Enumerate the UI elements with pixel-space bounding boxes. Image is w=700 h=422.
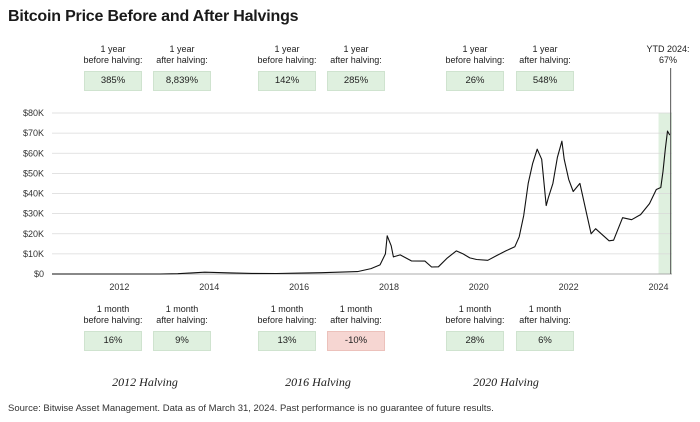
bottom-period: 1 month bbox=[270, 304, 304, 314]
x-tick-label: 2018 bbox=[379, 282, 399, 292]
top-header-3: 1 year after halving: bbox=[320, 44, 392, 66]
bottom-stat-value-3: -10% bbox=[327, 331, 385, 351]
bottom-stat-value-1: 9% bbox=[153, 331, 211, 351]
bottom-header-4: 1 month before halving: bbox=[439, 304, 511, 326]
x-tick-label: 2016 bbox=[289, 282, 309, 292]
bottom-phase: before halving: bbox=[445, 315, 505, 325]
bottom-header-3: 1 month after halving: bbox=[320, 304, 392, 326]
bottom-header-2: 1 month before halving: bbox=[251, 304, 323, 326]
top-header-4: 1 year before halving: bbox=[439, 44, 511, 66]
bottom-period: 1 month bbox=[96, 304, 130, 314]
x-tick-label: 2012 bbox=[109, 282, 129, 292]
bottom-phase: before halving: bbox=[83, 315, 143, 325]
top-stat-value-3: 285% bbox=[327, 71, 385, 91]
top-header-2: 1 year before halving: bbox=[251, 44, 323, 66]
top-phase: after halving: bbox=[330, 55, 382, 65]
y-tick-label: $50K bbox=[23, 168, 44, 178]
top-period: 1 year bbox=[274, 44, 300, 54]
y-tick-label: $0 bbox=[34, 269, 44, 279]
halving-label-2012: 2012 Halving bbox=[112, 375, 178, 389]
top-phase: before halving: bbox=[257, 55, 317, 65]
x-tick-label: 2024 bbox=[649, 282, 669, 292]
y-tick-label: $40K bbox=[23, 189, 44, 199]
bottom-phase: after halving: bbox=[156, 315, 208, 325]
top-period: 1 year bbox=[462, 44, 488, 54]
y-tick-label: $10K bbox=[23, 249, 44, 259]
top-stat-value-2: 142% bbox=[258, 71, 316, 91]
top-period: 1 year bbox=[169, 44, 195, 54]
bottom-stat-value-4: 28% bbox=[446, 331, 504, 351]
top-stat-value-0: 385% bbox=[84, 71, 142, 91]
y-tick-label: $60K bbox=[23, 148, 44, 158]
top-stat-value-1: 8,839% bbox=[153, 71, 211, 91]
top-header-1: 1 year after halving: bbox=[146, 44, 218, 66]
bottom-period: 1 month bbox=[165, 304, 199, 314]
x-tick-label: 2022 bbox=[559, 282, 579, 292]
top-stat-value-5: 548% bbox=[516, 71, 574, 91]
top-phase: after halving: bbox=[156, 55, 208, 65]
price-line bbox=[52, 130, 671, 275]
bottom-period: 1 month bbox=[339, 304, 373, 314]
ytd-value: 67% bbox=[658, 55, 677, 65]
halving-label-2016: 2016 Halving bbox=[285, 375, 351, 389]
bottom-header-1: 1 month after halving: bbox=[146, 304, 218, 326]
bottom-header-5: 1 month after halving: bbox=[509, 304, 581, 326]
top-phase: before halving: bbox=[83, 55, 143, 65]
ytd-label: YTD 2024: 67% bbox=[638, 44, 698, 66]
bottom-stat-value-5: 6% bbox=[516, 331, 574, 351]
top-phase: before halving: bbox=[445, 55, 505, 65]
bottom-period: 1 month bbox=[458, 304, 492, 314]
y-tick-label: $20K bbox=[23, 229, 44, 239]
y-tick-label: $70K bbox=[23, 128, 44, 138]
x-tick-label: 2020 bbox=[469, 282, 489, 292]
top-period: 1 year bbox=[532, 44, 558, 54]
bottom-phase: after halving: bbox=[330, 315, 382, 325]
y-tick-label: $80K bbox=[23, 108, 44, 118]
top-header-0: 1 year before halving: bbox=[77, 44, 149, 66]
top-stat-value-4: 26% bbox=[446, 71, 504, 91]
price-chart: $0 $10K $20K $30K $40K $50K $60K $70K $80K 2012 20… bbox=[23, 68, 672, 292]
top-header-5: 1 year after halving: bbox=[509, 44, 581, 66]
bottom-phase: after halving: bbox=[519, 315, 571, 325]
top-period: 1 year bbox=[100, 44, 126, 54]
bottom-stat-value-0: 16% bbox=[84, 331, 142, 351]
halving-label-2020: 2020 Halving bbox=[473, 375, 539, 389]
x-tick-label: 2014 bbox=[199, 282, 219, 292]
top-period: 1 year bbox=[343, 44, 369, 54]
y-tick-label: $30K bbox=[23, 209, 44, 219]
chart-title: Bitcoin Price Before and After Halvings bbox=[8, 8, 299, 25]
top-phase: after halving: bbox=[519, 55, 571, 65]
ytd-label-text: YTD 2024: bbox=[646, 44, 690, 54]
source-note: Source: Bitwise Asset Management. Data a… bbox=[8, 403, 494, 414]
bottom-phase: before halving: bbox=[257, 315, 317, 325]
bottom-period: 1 month bbox=[528, 304, 562, 314]
bottom-header-0: 1 month before halving: bbox=[77, 304, 149, 326]
bottom-stat-value-2: 13% bbox=[258, 331, 316, 351]
